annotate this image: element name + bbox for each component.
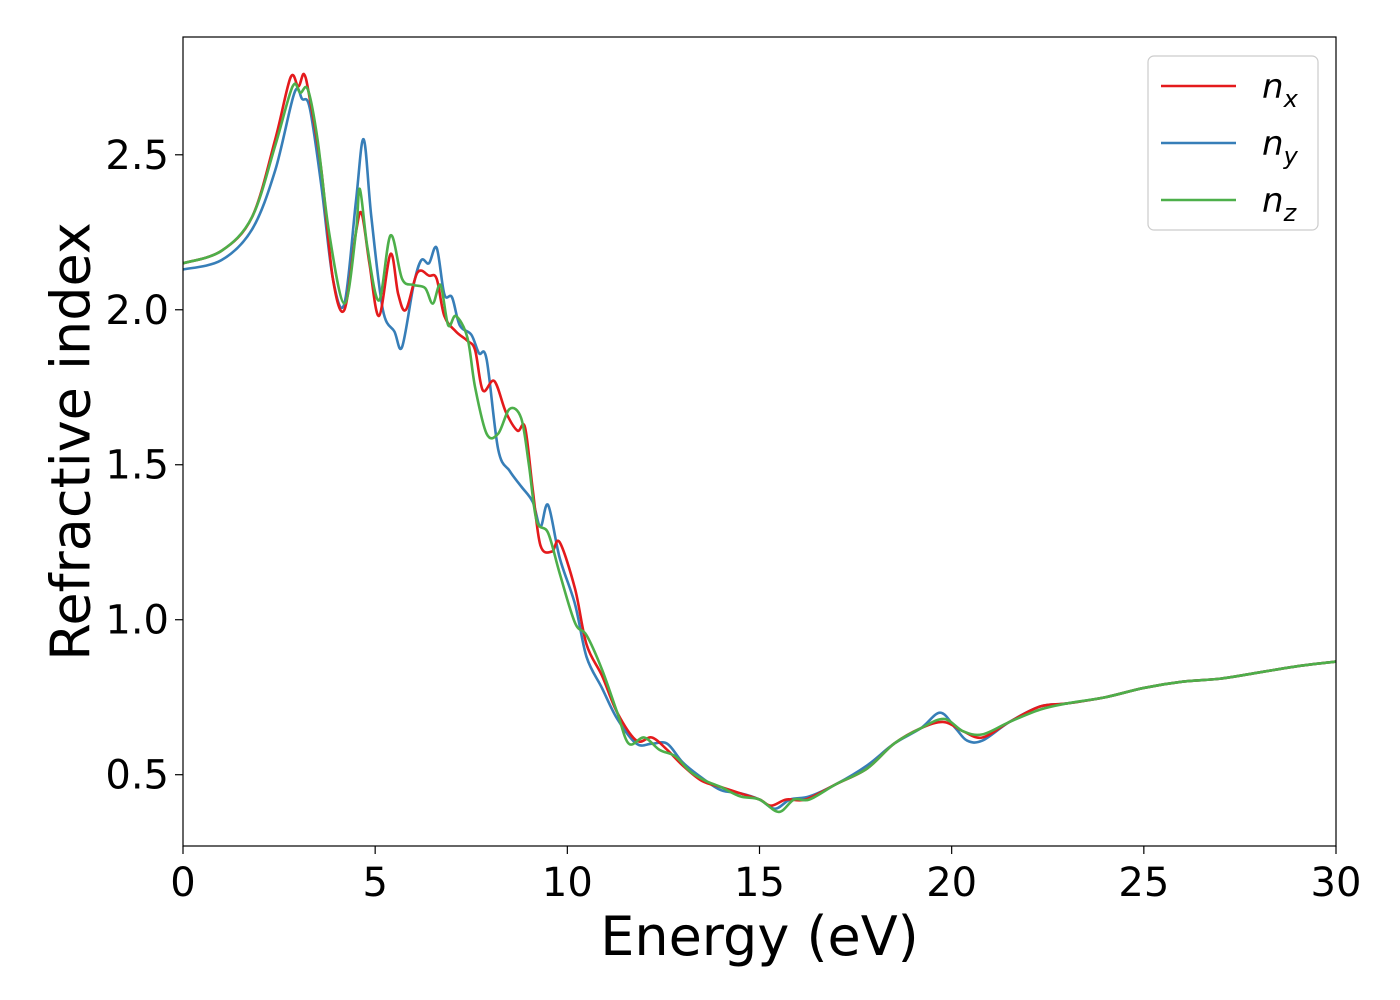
y-tick-label: 2.5 [105, 133, 169, 179]
x-tick-label: 30 [1311, 860, 1362, 906]
series-line-ny [182, 87, 1337, 811]
y-tick-label: 0.5 [105, 753, 169, 799]
legend-label-z: nz [1262, 181, 1298, 227]
x-axis: 0 5 10 15 20 25 30 [170, 846, 1361, 906]
x-tick-label: 20 [926, 860, 977, 906]
y-tick-label: 1.0 [105, 598, 169, 644]
series-line-nz [182, 82, 1337, 814]
x-tick-label: 0 [170, 860, 195, 906]
y-tick-label: 1.5 [105, 443, 169, 489]
x-axis-label: Energy (eV) [600, 905, 919, 968]
x-tick-label: 10 [542, 860, 593, 906]
x-tick-label: 5 [362, 860, 387, 906]
legend-label-x: nx [1262, 67, 1299, 113]
x-tick-label: 25 [1118, 860, 1169, 906]
y-axis-label: Refractive index [40, 222, 103, 661]
legend-label-y: ny [1262, 124, 1299, 170]
x-tick-label: 15 [734, 860, 785, 906]
series-layer [182, 72, 1337, 814]
y-axis: 0.5 1.0 1.5 2.0 2.5 [105, 133, 183, 799]
legend: nx ny nz [1147, 55, 1319, 231]
y-tick-label: 2.0 [105, 288, 169, 334]
